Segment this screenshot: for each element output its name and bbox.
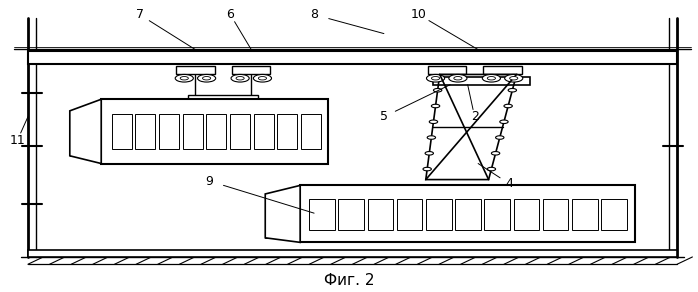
Circle shape: [425, 152, 433, 155]
Bar: [135, 114, 156, 150]
Circle shape: [231, 74, 249, 82]
Bar: [368, 199, 393, 230]
Bar: [207, 114, 226, 150]
Circle shape: [482, 74, 500, 82]
Circle shape: [487, 167, 496, 171]
Circle shape: [491, 152, 500, 155]
Text: 6: 6: [226, 8, 235, 21]
Circle shape: [258, 77, 267, 80]
Bar: [572, 199, 597, 230]
Bar: [232, 66, 270, 74]
Circle shape: [429, 120, 438, 124]
Text: Фиг. 2: Фиг. 2: [324, 273, 374, 288]
Circle shape: [487, 77, 496, 80]
Bar: [101, 99, 328, 164]
Text: 5: 5: [380, 110, 388, 123]
Bar: [277, 114, 297, 150]
Text: 4: 4: [505, 178, 514, 190]
Bar: [28, 51, 677, 64]
Bar: [253, 114, 274, 150]
Bar: [28, 250, 677, 257]
Bar: [601, 199, 627, 230]
Bar: [396, 199, 422, 230]
Bar: [484, 199, 510, 230]
Circle shape: [426, 74, 445, 82]
Circle shape: [423, 167, 431, 171]
Circle shape: [427, 136, 436, 139]
Circle shape: [180, 77, 188, 80]
Circle shape: [236, 77, 244, 80]
Bar: [112, 114, 132, 150]
Bar: [183, 114, 203, 150]
Text: 2: 2: [470, 110, 479, 123]
Bar: [159, 114, 179, 150]
Bar: [426, 199, 452, 230]
Circle shape: [508, 88, 517, 92]
Circle shape: [500, 120, 508, 124]
Bar: [230, 114, 250, 150]
Bar: [483, 66, 521, 74]
Circle shape: [510, 77, 518, 80]
Circle shape: [433, 88, 442, 92]
Text: 11: 11: [10, 134, 25, 147]
Bar: [339, 199, 364, 230]
Bar: [309, 199, 335, 230]
Bar: [543, 199, 568, 230]
Bar: [188, 95, 258, 99]
Bar: [455, 199, 481, 230]
Polygon shape: [70, 99, 101, 164]
Polygon shape: [265, 185, 300, 242]
Circle shape: [431, 104, 440, 108]
Circle shape: [253, 74, 272, 82]
Circle shape: [505, 74, 523, 82]
Bar: [433, 77, 530, 85]
Circle shape: [198, 74, 216, 82]
Circle shape: [504, 104, 512, 108]
Bar: [514, 199, 540, 230]
Bar: [176, 66, 215, 74]
Circle shape: [431, 77, 440, 80]
Text: 7: 7: [135, 8, 144, 21]
Circle shape: [454, 77, 462, 80]
Text: 9: 9: [205, 175, 214, 187]
Circle shape: [449, 74, 467, 82]
Text: 8: 8: [310, 8, 318, 21]
Bar: [427, 66, 466, 74]
Circle shape: [496, 136, 504, 139]
Circle shape: [202, 77, 211, 80]
Text: 10: 10: [411, 8, 426, 21]
Bar: [300, 185, 635, 242]
Bar: [301, 114, 321, 150]
Circle shape: [175, 74, 193, 82]
